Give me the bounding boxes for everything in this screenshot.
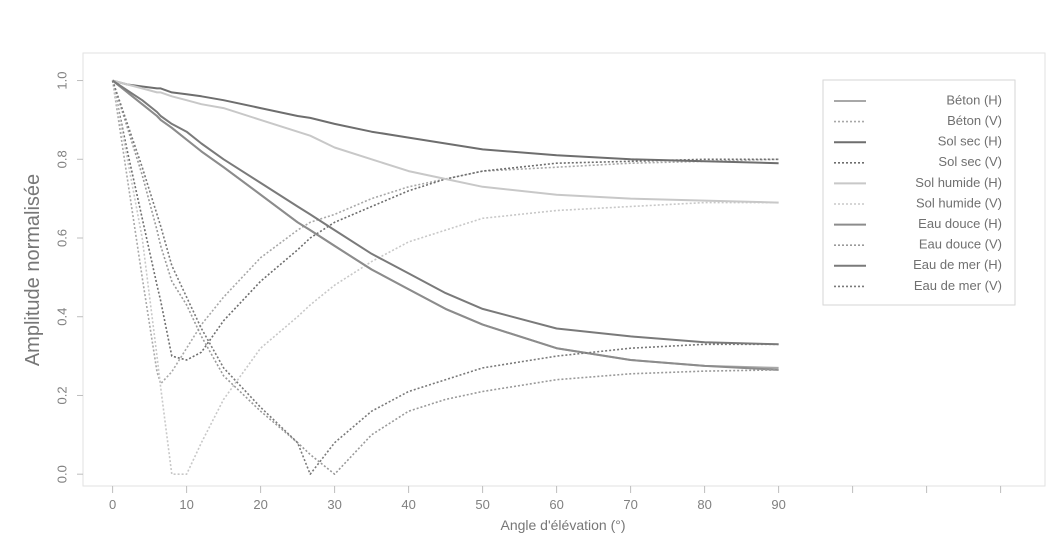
series-line-2 — [112, 79, 779, 165]
y-axis: 0.0 0.2 0.4 0.6 0.8 1.0 — [54, 72, 83, 483]
series-line-4 — [112, 79, 779, 204]
x-tick-label: 40 — [401, 497, 415, 512]
y-axis-title: Amplitude normalisée — [22, 174, 44, 366]
x-axis-title: Angle d'élévation (°) — [500, 517, 625, 533]
legend-label: Eau douce (V) — [919, 237, 1002, 252]
x-axis: 0 10 20 30 40 50 60 70 80 90 — [109, 486, 1002, 512]
legend-label: Béton (V) — [947, 113, 1002, 128]
y-tick-label: 0.0 — [54, 465, 69, 483]
y-tick-label: 1.0 — [54, 72, 69, 90]
legend-label: Sol sec (H) — [938, 134, 1002, 149]
legend-label: Eau de mer (H) — [913, 257, 1002, 272]
legend-label: Béton (H) — [946, 92, 1002, 107]
legend-label: Sol humide (V) — [916, 195, 1002, 210]
x-tick-label: 60 — [549, 497, 563, 512]
legend-label: Sol sec (V) — [938, 154, 1002, 169]
x-tick-label: 80 — [697, 497, 711, 512]
legend-box — [822, 79, 1016, 306]
x-tick-label: 90 — [771, 497, 785, 512]
y-tick-label: 0.4 — [54, 308, 69, 326]
series-line-6 — [111, 79, 779, 371]
x-tick-label: 30 — [327, 497, 341, 512]
series-line-7 — [111, 80, 779, 476]
legend-label: Eau de mer (V) — [914, 278, 1002, 293]
series-lines — [111, 79, 779, 476]
y-tick-label: 0.8 — [54, 150, 69, 168]
legend-label: Eau douce (H) — [918, 216, 1002, 231]
series-line-3 — [111, 80, 779, 361]
series-line-8 — [112, 79, 779, 346]
y-tick-label: 0.6 — [54, 229, 69, 247]
x-tick-label: 0 — [109, 497, 116, 512]
series-line-5 — [111, 80, 779, 476]
legend: Béton (H) Béton (V) Sol sec (H) Sol sec (V)… — [822, 79, 1016, 306]
y-tick-label: 0.2 — [54, 386, 69, 404]
series-line-9 — [111, 80, 779, 476]
legend-label: Sol humide (H) — [915, 175, 1002, 190]
x-tick-label: 70 — [623, 497, 637, 512]
legend-items: Béton (H) Béton (V) Sol sec (H) Sol sec (V)… — [834, 92, 1002, 293]
x-tick-label: 10 — [179, 497, 193, 512]
x-tick-label: 20 — [253, 497, 267, 512]
x-tick-label: 50 — [475, 497, 489, 512]
